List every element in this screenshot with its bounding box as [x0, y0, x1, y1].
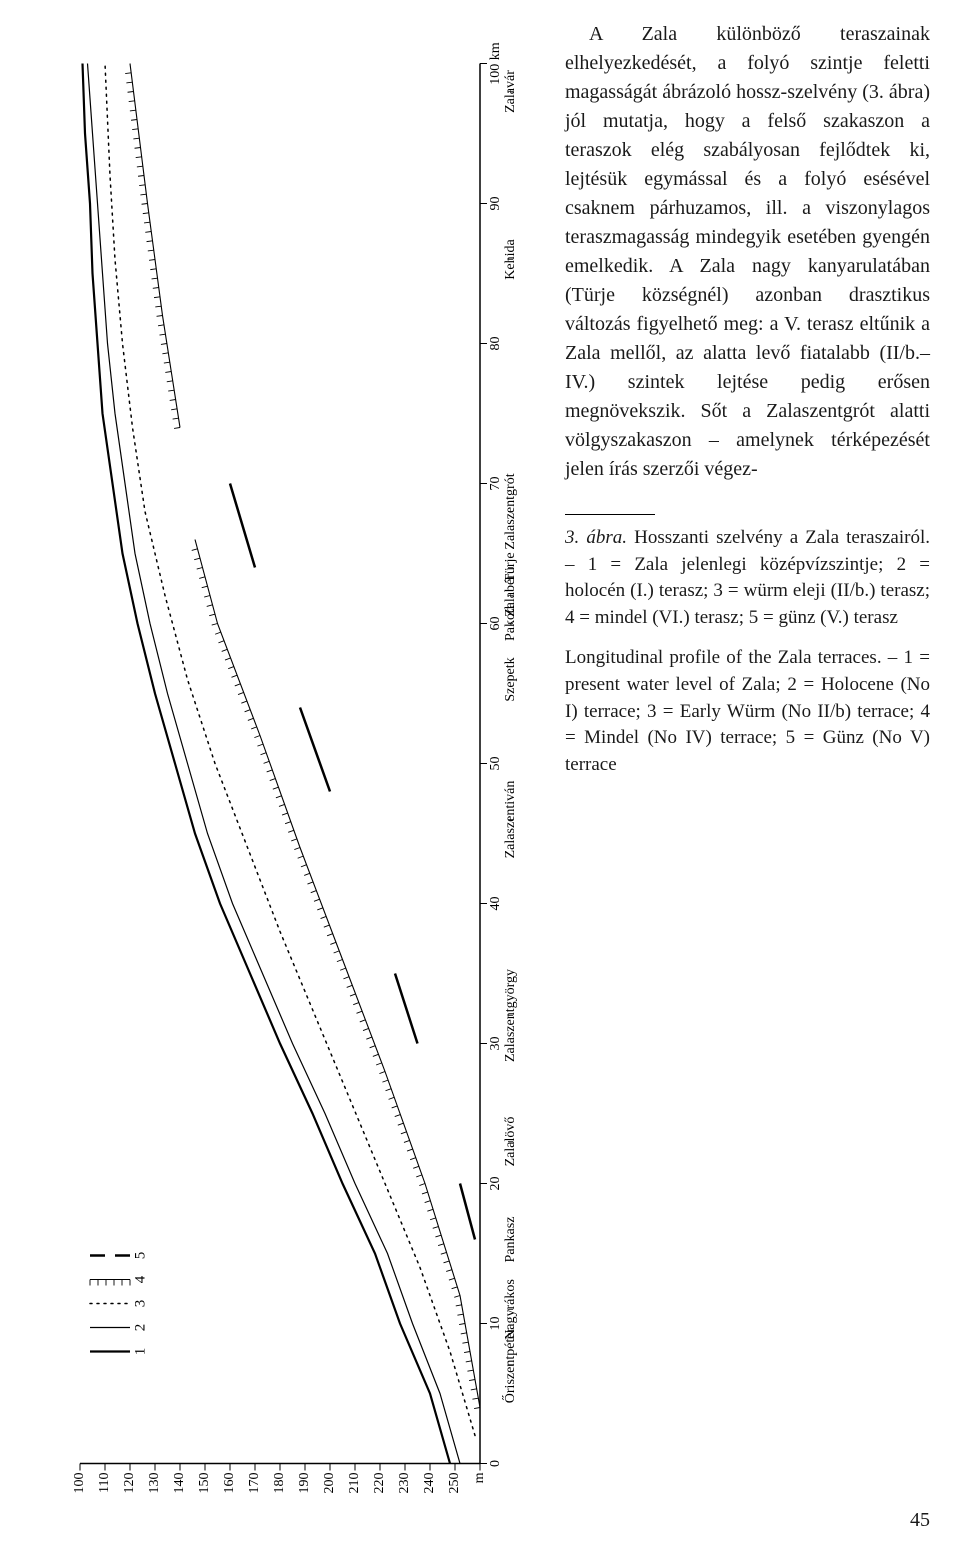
svg-text:160: 160 [222, 1473, 237, 1494]
svg-text:Szepetk: Szepetk [503, 657, 518, 701]
svg-text:Zalaszentgyörgy: Zalaszentgyörgy [503, 969, 518, 1062]
svg-text:10: 10 [488, 1317, 503, 1331]
svg-text:70: 70 [488, 477, 503, 491]
svg-text:2: 2 [132, 1324, 148, 1332]
caption-hu-label: 3. ábra. [565, 527, 627, 548]
svg-text:240: 240 [422, 1473, 437, 1494]
svg-text:5: 5 [132, 1252, 148, 1260]
svg-text:50: 50 [488, 757, 503, 771]
svg-text:4: 4 [132, 1275, 148, 1283]
caption-rule [565, 514, 655, 515]
text-column: A Zala különböző teraszainak elhelyezked… [540, 20, 930, 1527]
svg-text:Pankasz: Pankasz [503, 1217, 518, 1263]
svg-text:Zalaszentiván: Zalaszentiván [503, 781, 518, 859]
svg-text:110: 110 [97, 1473, 112, 1493]
svg-text:1: 1 [132, 1348, 148, 1356]
page-number: 45 [910, 1509, 930, 1532]
svg-text:220: 220 [372, 1473, 387, 1494]
svg-text:190: 190 [297, 1473, 312, 1494]
svg-text:60: 60 [488, 617, 503, 631]
svg-text:80: 80 [488, 337, 503, 351]
svg-text:100: 100 [72, 1473, 87, 1494]
svg-text:180: 180 [272, 1473, 287, 1494]
svg-text:0: 0 [488, 1460, 503, 1467]
svg-text:m: m [472, 1472, 487, 1483]
caption-english: Longitudinal profile of the Zala terrace… [565, 645, 930, 778]
figure-panel: 0 10 20 30 40 50 60 70 80 90 100 km 100 110 120 130 140… [20, 20, 540, 1527]
caption-en-body: Longitudinal profile of the Zala terrace… [565, 647, 930, 774]
caption-hungarian: 3. ábra. Hosszanti szelvény a Zala teras… [565, 525, 930, 631]
svg-text:130: 130 [147, 1473, 162, 1494]
svg-text:40: 40 [488, 897, 503, 911]
svg-text:30: 30 [488, 1037, 503, 1051]
svg-text:170: 170 [247, 1473, 262, 1494]
svg-text:140: 140 [172, 1473, 187, 1494]
svg-text:250: 250 [447, 1473, 462, 1494]
svg-text:200: 200 [322, 1473, 337, 1494]
svg-text:120: 120 [122, 1473, 137, 1494]
svg-text:Nagyrákos: Nagyrákos [503, 1279, 518, 1340]
profile-chart: 0 10 20 30 40 50 60 70 80 90 100 km 100 110 120 130 140… [20, 20, 540, 1527]
svg-text:Zalaszentgrót: Zalaszentgrót [503, 473, 518, 549]
svg-text:20: 20 [488, 1177, 503, 1191]
svg-text:150: 150 [197, 1473, 212, 1494]
svg-text:Türje: Türje [503, 552, 518, 582]
svg-text:230: 230 [397, 1473, 412, 1494]
figure-caption: 3. ábra. Hosszanti szelvény a Zala teras… [565, 525, 930, 778]
svg-text:210: 210 [347, 1473, 362, 1494]
svg-text:90: 90 [488, 197, 503, 211]
svg-text:Kehida: Kehida [503, 239, 518, 280]
svg-text:Zalalövő: Zalalövő [503, 1117, 518, 1167]
svg-text:Zalavár: Zalavár [503, 70, 518, 113]
main-paragraph: A Zala különböző teraszainak elhelyezked… [565, 20, 930, 484]
svg-text:100 km: 100 km [488, 42, 503, 85]
svg-text:3: 3 [132, 1300, 148, 1308]
paragraph-text: A Zala különböző teraszainak elhelyezked… [565, 20, 930, 484]
